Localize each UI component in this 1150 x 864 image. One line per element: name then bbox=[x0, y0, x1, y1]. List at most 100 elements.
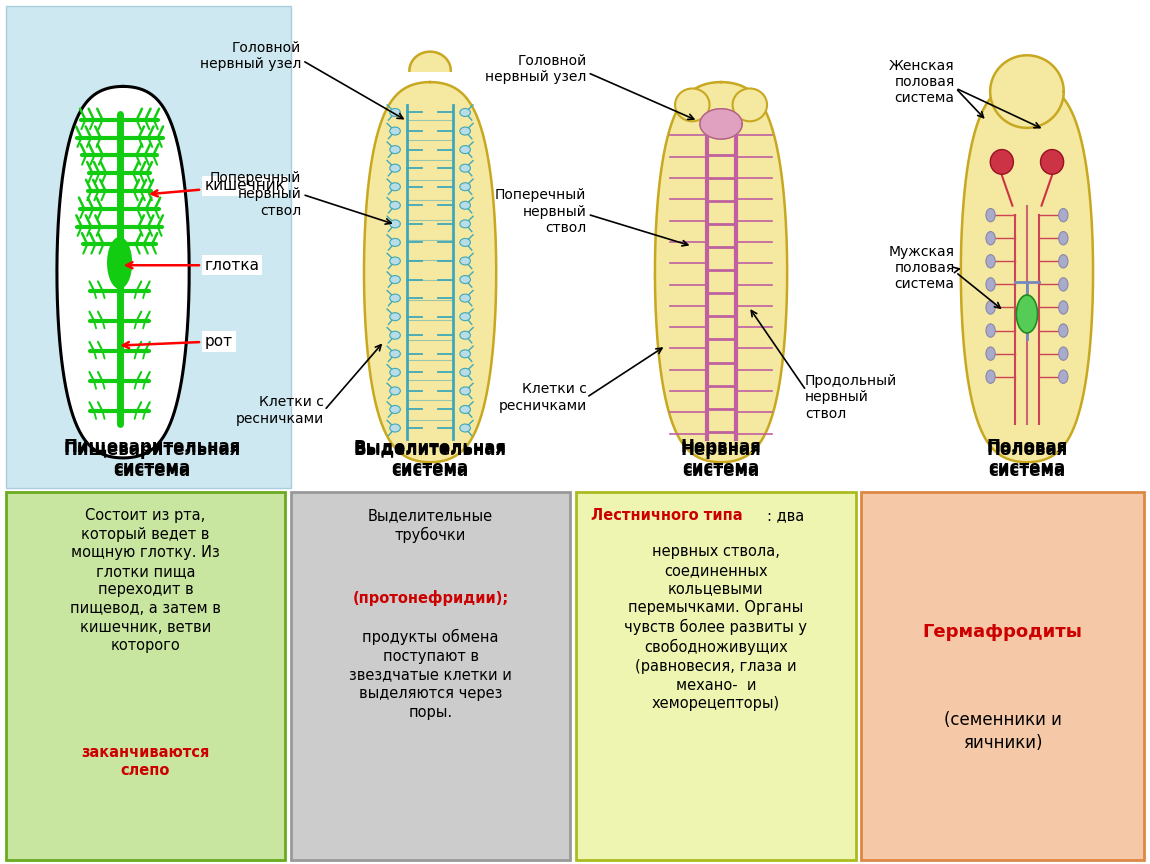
Text: Клетки с
ресничками: Клетки с ресничками bbox=[498, 383, 586, 412]
Circle shape bbox=[460, 109, 470, 117]
Text: Клетки с
ресничками: Клетки с ресничками bbox=[236, 396, 324, 425]
Circle shape bbox=[390, 109, 400, 117]
Ellipse shape bbox=[675, 88, 710, 121]
Ellipse shape bbox=[990, 149, 1013, 175]
Circle shape bbox=[390, 146, 400, 154]
Text: глотка: глотка bbox=[126, 257, 260, 273]
Text: : два: : два bbox=[767, 508, 804, 523]
Text: Нервная
система: Нервная система bbox=[681, 438, 761, 477]
Circle shape bbox=[460, 183, 470, 191]
Polygon shape bbox=[409, 52, 451, 71]
Circle shape bbox=[390, 331, 400, 340]
Polygon shape bbox=[990, 55, 1064, 128]
Text: заканчиваются
слепо: заканчиваются слепо bbox=[82, 745, 209, 778]
Circle shape bbox=[460, 127, 470, 135]
Text: Головной
нервный узел: Головной нервный узел bbox=[485, 54, 586, 84]
Circle shape bbox=[460, 294, 470, 302]
Circle shape bbox=[390, 405, 400, 414]
Text: Половая
система: Половая система bbox=[987, 441, 1067, 480]
Circle shape bbox=[390, 257, 400, 265]
Circle shape bbox=[460, 350, 470, 358]
Text: продукты обмена
поступают в
звездчатые клетки и
выделяются через
поры.: продукты обмена поступают в звездчатые к… bbox=[350, 629, 512, 720]
Ellipse shape bbox=[986, 208, 995, 222]
Ellipse shape bbox=[986, 232, 995, 245]
Circle shape bbox=[460, 368, 470, 377]
Circle shape bbox=[390, 294, 400, 302]
Ellipse shape bbox=[986, 347, 995, 360]
Ellipse shape bbox=[1059, 255, 1068, 268]
Ellipse shape bbox=[986, 324, 995, 337]
Polygon shape bbox=[365, 82, 496, 462]
Text: (протонефридии);: (протонефридии); bbox=[353, 590, 508, 607]
Circle shape bbox=[390, 276, 400, 283]
Ellipse shape bbox=[733, 88, 767, 121]
Text: Пищеварительная
система: Пищеварительная система bbox=[63, 441, 240, 480]
Ellipse shape bbox=[986, 277, 995, 291]
Circle shape bbox=[390, 183, 400, 191]
Ellipse shape bbox=[1059, 301, 1068, 314]
Ellipse shape bbox=[1059, 324, 1068, 337]
FancyBboxPatch shape bbox=[6, 6, 291, 488]
Circle shape bbox=[460, 424, 470, 432]
Polygon shape bbox=[656, 82, 787, 462]
Text: Выделительные
трубочки: Выделительные трубочки bbox=[368, 508, 493, 543]
Ellipse shape bbox=[1059, 347, 1068, 360]
Ellipse shape bbox=[986, 301, 995, 314]
Text: Пищеварительная
система: Пищеварительная система bbox=[63, 438, 240, 477]
Ellipse shape bbox=[1059, 370, 1068, 384]
Circle shape bbox=[460, 313, 470, 321]
Text: Выделительная
система: Выделительная система bbox=[353, 438, 507, 477]
Polygon shape bbox=[700, 109, 742, 139]
FancyBboxPatch shape bbox=[861, 492, 1144, 860]
FancyBboxPatch shape bbox=[576, 492, 856, 860]
Circle shape bbox=[460, 257, 470, 265]
Text: Выделительная
система: Выделительная система bbox=[353, 441, 507, 480]
Ellipse shape bbox=[1059, 208, 1068, 222]
Ellipse shape bbox=[107, 237, 132, 289]
Circle shape bbox=[460, 238, 470, 246]
Text: кишечник: кишечник bbox=[152, 178, 285, 196]
Text: рот: рот bbox=[123, 334, 232, 349]
Text: Состоит из рта,
который ведет в
мощную глотку. Из
глотки пища
переходит в
пищево: Состоит из рта, который ведет в мощную г… bbox=[70, 508, 221, 653]
Circle shape bbox=[390, 387, 400, 395]
Text: Продольный
нервный
ствол: Продольный нервный ствол bbox=[805, 374, 897, 421]
Circle shape bbox=[460, 387, 470, 395]
Text: Поперечный
нервный
ствол: Поперечный нервный ствол bbox=[496, 188, 586, 235]
Ellipse shape bbox=[1059, 232, 1068, 245]
Circle shape bbox=[460, 405, 470, 414]
Circle shape bbox=[390, 164, 400, 172]
Text: Нервная
система: Нервная система bbox=[681, 441, 761, 480]
Text: Лестничного типа: Лестничного типа bbox=[591, 508, 743, 523]
Circle shape bbox=[460, 201, 470, 209]
Text: Головной
нервный узел: Головной нервный узел bbox=[200, 41, 301, 71]
Circle shape bbox=[390, 219, 400, 228]
Circle shape bbox=[390, 424, 400, 432]
FancyBboxPatch shape bbox=[6, 492, 285, 860]
Circle shape bbox=[390, 238, 400, 246]
Ellipse shape bbox=[1017, 295, 1037, 333]
Text: Мужская
половая
система: Мужская половая система bbox=[889, 245, 954, 291]
Circle shape bbox=[390, 350, 400, 358]
FancyBboxPatch shape bbox=[291, 492, 570, 860]
Polygon shape bbox=[58, 86, 189, 458]
Circle shape bbox=[460, 146, 470, 154]
Polygon shape bbox=[961, 82, 1092, 462]
Ellipse shape bbox=[986, 370, 995, 384]
Circle shape bbox=[460, 276, 470, 283]
Circle shape bbox=[460, 164, 470, 172]
Circle shape bbox=[390, 368, 400, 377]
Ellipse shape bbox=[1041, 149, 1064, 175]
Circle shape bbox=[390, 201, 400, 209]
Circle shape bbox=[460, 219, 470, 228]
Text: Гермафродиты: Гермафродиты bbox=[922, 623, 1083, 641]
Text: (семенники и
яичники): (семенники и яичники) bbox=[944, 711, 1061, 752]
Ellipse shape bbox=[1059, 277, 1068, 291]
Text: Половая
система: Половая система bbox=[987, 438, 1067, 477]
Text: Женская
половая
система: Женская половая система bbox=[889, 59, 954, 105]
Text: нервных ствола,
соединенных
кольцевыми
перемычками. Органы
чувств более развиты : нервных ствола, соединенных кольцевыми п… bbox=[624, 544, 807, 711]
Circle shape bbox=[390, 127, 400, 135]
Circle shape bbox=[460, 331, 470, 340]
Circle shape bbox=[390, 313, 400, 321]
Text: Поперечный
нервный
ствол: Поперечный нервный ствол bbox=[210, 171, 301, 218]
Ellipse shape bbox=[986, 255, 995, 268]
